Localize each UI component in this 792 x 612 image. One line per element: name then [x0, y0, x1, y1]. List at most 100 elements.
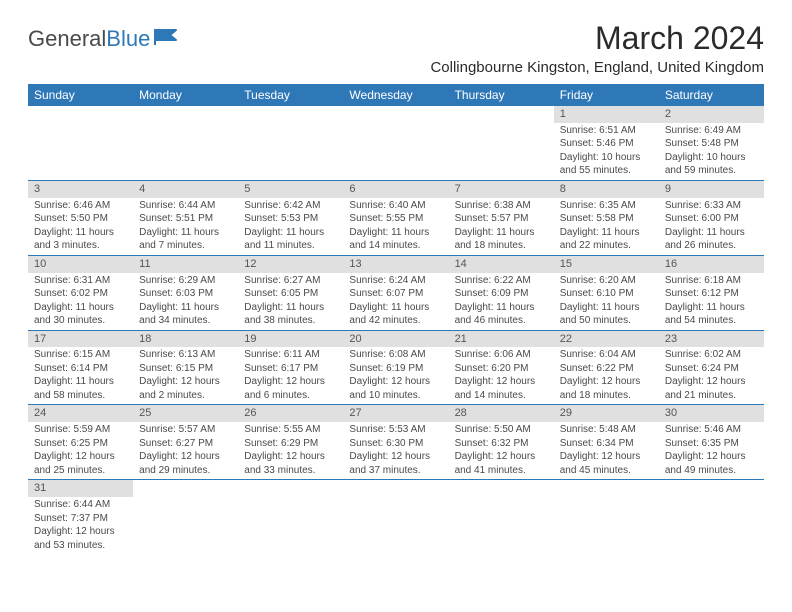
day-info-line: Sunrise: 5:55 AM: [244, 423, 337, 437]
day-info-line: Sunrise: 6:04 AM: [560, 348, 653, 362]
day-info: Sunrise: 6:29 AMSunset: 6:03 PMDaylight:…: [133, 273, 238, 330]
day-info-line: Sunrise: 6:08 AM: [349, 348, 442, 362]
calendar-cell: [133, 106, 238, 180]
day-info: Sunrise: 6:44 AMSunset: 5:51 PMDaylight:…: [133, 198, 238, 255]
logo-text-1: General: [28, 26, 106, 52]
day-number: 19: [238, 331, 343, 348]
day-info: Sunrise: 6:49 AMSunset: 5:48 PMDaylight:…: [659, 123, 764, 180]
title-block: March 2024 Collingbourne Kingston, Engla…: [430, 20, 764, 76]
day-info: Sunrise: 5:57 AMSunset: 6:27 PMDaylight:…: [133, 422, 238, 479]
calendar-cell: 19Sunrise: 6:11 AMSunset: 6:17 PMDayligh…: [238, 330, 343, 405]
day-info-line: Daylight: 11 hours and 22 minutes.: [560, 226, 653, 253]
day-number: 21: [449, 331, 554, 348]
calendar-cell: [449, 480, 554, 554]
day-number: 4: [133, 181, 238, 198]
calendar-cell: 23Sunrise: 6:02 AMSunset: 6:24 PMDayligh…: [659, 330, 764, 405]
calendar-cell: [554, 480, 659, 554]
day-info-line: Sunset: 6:24 PM: [665, 362, 758, 376]
calendar-cell: 27Sunrise: 5:53 AMSunset: 6:30 PMDayligh…: [343, 405, 448, 480]
day-info-line: Sunset: 6:25 PM: [34, 437, 127, 451]
day-info-line: Sunrise: 5:53 AM: [349, 423, 442, 437]
day-number: 27: [343, 405, 448, 422]
day-info: Sunrise: 6:08 AMSunset: 6:19 PMDaylight:…: [343, 347, 448, 404]
day-number: 18: [133, 331, 238, 348]
month-title: March 2024: [430, 20, 764, 57]
day-info-line: Daylight: 11 hours and 54 minutes.: [665, 301, 758, 328]
calendar-week: 10Sunrise: 6:31 AMSunset: 6:02 PMDayligh…: [28, 255, 764, 330]
day-number: 14: [449, 256, 554, 273]
day-info-line: Sunrise: 6:18 AM: [665, 274, 758, 288]
day-info: Sunrise: 6:27 AMSunset: 6:05 PMDaylight:…: [238, 273, 343, 330]
day-info-line: Sunset: 6:00 PM: [665, 212, 758, 226]
day-info-line: Sunset: 6:19 PM: [349, 362, 442, 376]
day-info: Sunrise: 6:13 AMSunset: 6:15 PMDaylight:…: [133, 347, 238, 404]
day-info-line: Sunrise: 6:24 AM: [349, 274, 442, 288]
day-number: 30: [659, 405, 764, 422]
calendar-cell: 15Sunrise: 6:20 AMSunset: 6:10 PMDayligh…: [554, 255, 659, 330]
day-info-line: Sunset: 5:57 PM: [455, 212, 548, 226]
day-info-line: Sunset: 5:48 PM: [665, 137, 758, 151]
day-header: Friday: [554, 84, 659, 106]
day-info: Sunrise: 6:04 AMSunset: 6:22 PMDaylight:…: [554, 347, 659, 404]
day-info-line: Sunset: 6:29 PM: [244, 437, 337, 451]
day-info-line: Daylight: 12 hours and 45 minutes.: [560, 450, 653, 477]
calendar-body: 1Sunrise: 6:51 AMSunset: 5:46 PMDaylight…: [28, 106, 764, 554]
day-number: 13: [343, 256, 448, 273]
calendar-cell: 3Sunrise: 6:46 AMSunset: 5:50 PMDaylight…: [28, 180, 133, 255]
day-info-line: Sunset: 6:32 PM: [455, 437, 548, 451]
day-info-line: Sunset: 7:37 PM: [34, 512, 127, 526]
day-info: Sunrise: 6:18 AMSunset: 6:12 PMDaylight:…: [659, 273, 764, 330]
day-info-line: Sunset: 6:07 PM: [349, 287, 442, 301]
day-info-line: Sunset: 6:22 PM: [560, 362, 653, 376]
calendar-cell: 10Sunrise: 6:31 AMSunset: 6:02 PMDayligh…: [28, 255, 133, 330]
day-info-line: Sunrise: 6:46 AM: [34, 199, 127, 213]
day-info: Sunrise: 6:15 AMSunset: 6:14 PMDaylight:…: [28, 347, 133, 404]
day-number: 29: [554, 405, 659, 422]
day-header-row: SundayMondayTuesdayWednesdayThursdayFrid…: [28, 84, 764, 106]
day-info-line: Sunset: 6:15 PM: [139, 362, 232, 376]
day-number: 7: [449, 181, 554, 198]
day-info-line: Sunset: 6:10 PM: [560, 287, 653, 301]
day-info-line: Daylight: 10 hours and 59 minutes.: [665, 151, 758, 178]
day-info: Sunrise: 5:46 AMSunset: 6:35 PMDaylight:…: [659, 422, 764, 479]
calendar-cell: [343, 480, 448, 554]
day-number: 31: [28, 480, 133, 497]
day-number: 10: [28, 256, 133, 273]
day-header: Monday: [133, 84, 238, 106]
calendar-cell: 7Sunrise: 6:38 AMSunset: 5:57 PMDaylight…: [449, 180, 554, 255]
calendar-cell: 8Sunrise: 6:35 AMSunset: 5:58 PMDaylight…: [554, 180, 659, 255]
calendar-cell: 9Sunrise: 6:33 AMSunset: 6:00 PMDaylight…: [659, 180, 764, 255]
day-number: 17: [28, 331, 133, 348]
day-info-line: Sunrise: 6:42 AM: [244, 199, 337, 213]
day-header: Saturday: [659, 84, 764, 106]
calendar-cell: 24Sunrise: 5:59 AMSunset: 6:25 PMDayligh…: [28, 405, 133, 480]
calendar-cell: 4Sunrise: 6:44 AMSunset: 5:51 PMDaylight…: [133, 180, 238, 255]
day-info-line: Daylight: 11 hours and 50 minutes.: [560, 301, 653, 328]
day-info-line: Sunrise: 5:57 AM: [139, 423, 232, 437]
calendar-cell: 22Sunrise: 6:04 AMSunset: 6:22 PMDayligh…: [554, 330, 659, 405]
calendar-week: 1Sunrise: 6:51 AMSunset: 5:46 PMDaylight…: [28, 106, 764, 180]
day-info: Sunrise: 6:02 AMSunset: 6:24 PMDaylight:…: [659, 347, 764, 404]
calendar-week: 24Sunrise: 5:59 AMSunset: 6:25 PMDayligh…: [28, 405, 764, 480]
day-info-line: Daylight: 12 hours and 14 minutes.: [455, 375, 548, 402]
day-info: Sunrise: 6:31 AMSunset: 6:02 PMDaylight:…: [28, 273, 133, 330]
day-header: Sunday: [28, 84, 133, 106]
day-info-line: Sunset: 6:17 PM: [244, 362, 337, 376]
logo-text-2: Blue: [106, 26, 150, 52]
day-info-line: Sunrise: 6:40 AM: [349, 199, 442, 213]
day-info-line: Sunset: 6:05 PM: [244, 287, 337, 301]
day-info-line: Daylight: 12 hours and 21 minutes.: [665, 375, 758, 402]
day-info-line: Sunrise: 6:15 AM: [34, 348, 127, 362]
day-info: Sunrise: 6:33 AMSunset: 6:00 PMDaylight:…: [659, 198, 764, 255]
day-info-line: Sunset: 5:58 PM: [560, 212, 653, 226]
day-info-line: Sunset: 6:20 PM: [455, 362, 548, 376]
day-info-line: Daylight: 11 hours and 58 minutes.: [34, 375, 127, 402]
day-info: Sunrise: 6:11 AMSunset: 6:17 PMDaylight:…: [238, 347, 343, 404]
day-info: Sunrise: 5:48 AMSunset: 6:34 PMDaylight:…: [554, 422, 659, 479]
day-info-line: Daylight: 12 hours and 41 minutes.: [455, 450, 548, 477]
day-info: Sunrise: 6:42 AMSunset: 5:53 PMDaylight:…: [238, 198, 343, 255]
calendar-cell: 21Sunrise: 6:06 AMSunset: 6:20 PMDayligh…: [449, 330, 554, 405]
day-info: Sunrise: 6:20 AMSunset: 6:10 PMDaylight:…: [554, 273, 659, 330]
day-info-line: Sunrise: 6:06 AM: [455, 348, 548, 362]
calendar-cell: 2Sunrise: 6:49 AMSunset: 5:48 PMDaylight…: [659, 106, 764, 180]
